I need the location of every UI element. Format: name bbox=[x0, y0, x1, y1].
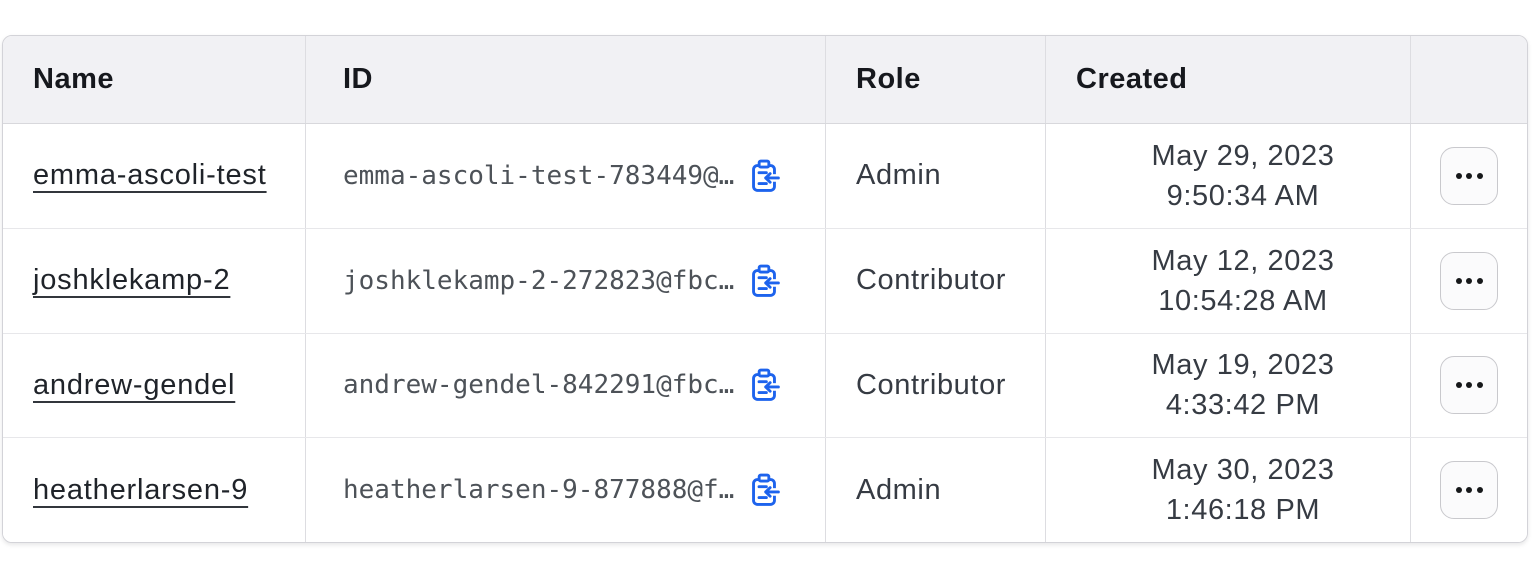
created-time: 4:33:42 PM bbox=[1165, 389, 1321, 422]
clipboard-paste-icon bbox=[752, 369, 781, 402]
id-cell: joshklekamp-2-272823@fbc… bbox=[306, 228, 826, 333]
role-cell: Contributor bbox=[826, 228, 1046, 333]
role-cell: Contributor bbox=[826, 333, 1046, 438]
ellipsis-icon bbox=[1455, 382, 1462, 389]
id-cell: andrew-gendel-842291@fbc… bbox=[306, 333, 826, 438]
member-name-link[interactable]: emma-ascoli-test bbox=[33, 159, 267, 192]
member-name-link[interactable]: andrew-gendel bbox=[33, 368, 236, 401]
created-cell: May 30, 2023 1:46:18 PM bbox=[1046, 438, 1411, 542]
member-role: Contributor bbox=[856, 264, 1007, 297]
created-date: May 29, 2023 bbox=[1151, 139, 1335, 172]
created-time: 1:46:18 PM bbox=[1165, 494, 1321, 527]
column-header-name: Name bbox=[3, 36, 306, 123]
table-row: emma-ascoli-test emma-ascoli-test-783449… bbox=[3, 124, 1527, 229]
row-actions-button[interactable] bbox=[1440, 251, 1498, 310]
id-cell: heatherlarsen-9-877888@f… bbox=[306, 438, 826, 542]
member-id-text: andrew-gendel-842291@fbc… bbox=[343, 370, 735, 401]
actions-cell bbox=[1411, 438, 1527, 542]
created-cell: May 29, 2023 9:50:34 AM bbox=[1046, 124, 1411, 228]
created-date: May 12, 2023 bbox=[1151, 244, 1335, 277]
table-row: heatherlarsen-9 heatherlarsen-9-877888@f… bbox=[3, 438, 1527, 542]
name-cell: joshklekamp-2 bbox=[3, 228, 306, 333]
copy-id-button[interactable] bbox=[748, 264, 781, 298]
actions-cell bbox=[1411, 229, 1527, 333]
members-table: Name ID Role Created emma-ascoli-test em… bbox=[2, 35, 1528, 543]
created-date: May 30, 2023 bbox=[1151, 454, 1335, 487]
column-header-id: ID bbox=[306, 36, 826, 123]
member-id-text: joshklekamp-2-272823@fbc… bbox=[343, 265, 735, 296]
member-role: Admin bbox=[856, 159, 942, 192]
copy-id-button[interactable] bbox=[748, 473, 781, 507]
table-row: joshklekamp-2 joshklekamp-2-272823@fbc… … bbox=[3, 228, 1527, 334]
member-role: Contributor bbox=[856, 368, 1007, 401]
name-cell: emma-ascoli-test bbox=[3, 124, 306, 228]
member-id-text: heatherlarsen-9-877888@f… bbox=[343, 475, 735, 506]
member-id-text: emma-ascoli-test-783449@… bbox=[343, 160, 735, 191]
created-cell: May 12, 2023 10:54:28 AM bbox=[1046, 228, 1411, 333]
clipboard-paste-icon bbox=[752, 473, 781, 506]
name-cell: andrew-gendel bbox=[3, 333, 306, 438]
clipboard-paste-icon bbox=[752, 264, 781, 297]
actions-cell bbox=[1411, 334, 1527, 438]
created-time: 10:54:28 AM bbox=[1158, 284, 1328, 317]
table-body: emma-ascoli-test emma-ascoli-test-783449… bbox=[3, 124, 1527, 542]
name-cell: heatherlarsen-9 bbox=[3, 438, 306, 542]
table-header-row: Name ID Role Created bbox=[3, 36, 1527, 124]
row-actions-button[interactable] bbox=[1440, 356, 1498, 415]
role-cell: Admin bbox=[826, 124, 1046, 228]
ellipsis-icon bbox=[1455, 487, 1462, 494]
row-actions-button[interactable] bbox=[1440, 461, 1498, 520]
ellipsis-icon bbox=[1455, 172, 1462, 179]
created-date: May 19, 2023 bbox=[1151, 349, 1335, 382]
member-name-link[interactable]: joshklekamp-2 bbox=[33, 264, 231, 297]
role-cell: Admin bbox=[826, 438, 1046, 542]
copy-id-button[interactable] bbox=[748, 159, 781, 193]
column-header-actions bbox=[1411, 36, 1527, 123]
member-role: Admin bbox=[856, 473, 942, 506]
actions-cell bbox=[1411, 124, 1527, 228]
id-cell: emma-ascoli-test-783449@… bbox=[306, 124, 826, 228]
clipboard-paste-icon bbox=[752, 159, 781, 192]
created-time: 9:50:34 AM bbox=[1166, 179, 1320, 212]
ellipsis-icon bbox=[1455, 277, 1462, 284]
column-header-created: Created bbox=[1046, 36, 1411, 123]
column-header-role: Role bbox=[826, 36, 1046, 123]
row-actions-button[interactable] bbox=[1440, 146, 1498, 205]
copy-id-button[interactable] bbox=[748, 368, 781, 402]
created-cell: May 19, 2023 4:33:42 PM bbox=[1046, 333, 1411, 438]
table-row: andrew-gendel andrew-gendel-842291@fbc… … bbox=[3, 333, 1527, 439]
member-name-link[interactable]: heatherlarsen-9 bbox=[33, 473, 249, 506]
